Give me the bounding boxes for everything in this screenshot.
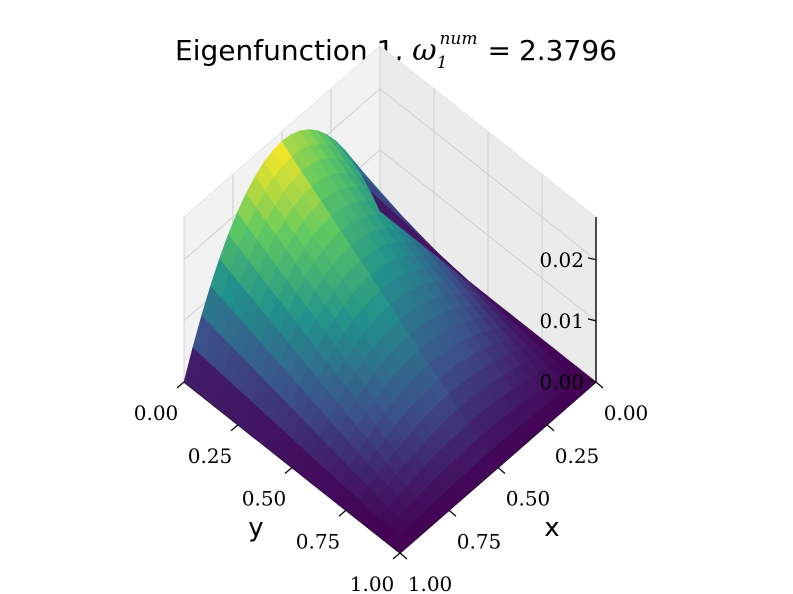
surface-facet — [370, 191, 391, 220]
tick-labels: 0.000.250.500.751.000.000.250.500.751.00… — [134, 248, 649, 594]
x-axis-label: x — [544, 513, 559, 543]
surface-plot — [183, 129, 597, 554]
x-tick-label: 1.00 — [408, 572, 453, 594]
y-tick-mark — [176, 381, 185, 389]
z-tick-label: 0.02 — [539, 248, 584, 272]
y-tick-label: 1.00 — [350, 572, 395, 594]
title-subscript: 1 — [437, 53, 448, 73]
title-superscript: num — [439, 29, 477, 49]
z-tick-label: 0.01 — [539, 309, 584, 333]
x-tick-mark — [595, 381, 604, 389]
y-tick-mark — [392, 552, 401, 560]
x-tick-label: 0.50 — [506, 487, 551, 511]
y-axis-label: y — [248, 513, 263, 543]
y-tick-label: 0.75 — [296, 529, 341, 553]
x-tick-mark — [399, 552, 408, 560]
x-tick-label: 0.75 — [457, 529, 502, 553]
y-tick-mark — [284, 467, 293, 474]
z-tick-mark — [587, 379, 597, 383]
x-tick-label: 0.25 — [555, 444, 600, 468]
title-symbol: ω — [412, 33, 436, 68]
chart-title: Eigenfunction 1, ω1num = 2.3796 — [175, 29, 617, 73]
z-tick-mark — [587, 257, 597, 261]
y-tick-label: 0.50 — [242, 487, 287, 511]
y-tick-mark — [338, 509, 347, 517]
y-tick-label: 0.25 — [188, 444, 233, 468]
x-tick-mark — [448, 509, 457, 517]
x-tick-mark — [546, 424, 555, 432]
x-tick-mark — [497, 467, 506, 474]
title-value: 2.3796 — [519, 34, 617, 67]
x-tick-label: 0.00 — [604, 401, 649, 425]
z-tick-label: 0.00 — [539, 370, 584, 394]
y-tick-mark — [230, 424, 239, 432]
z-tick-mark — [587, 318, 597, 322]
title-equals: = — [488, 34, 511, 67]
y-tick-label: 0.00 — [134, 401, 179, 425]
